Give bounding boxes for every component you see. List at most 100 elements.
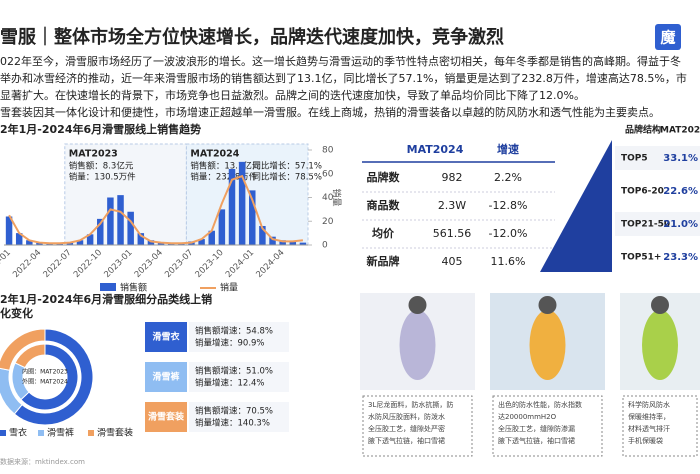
segment-panel	[189, 322, 289, 352]
chart-subtitle: 化变化	[0, 306, 33, 320]
product-desc: 全压胶工艺，缝隙防渗漏	[498, 424, 575, 433]
segment-panel	[189, 362, 289, 392]
logo-box	[655, 24, 681, 50]
product-desc: 水防风压胶面料，防泼水	[368, 412, 445, 421]
legend-swatch	[0, 430, 6, 436]
table-cell: 561.56	[433, 227, 472, 240]
annotation-title: MAT2023	[69, 149, 118, 160]
ring-label: 内圈：MAT2023	[22, 368, 68, 376]
bar	[178, 243, 185, 245]
product-head	[408, 296, 427, 314]
product-desc-box	[492, 395, 603, 457]
bar	[259, 226, 266, 245]
paragraph-line: 举办和冰雪经济的推动，近一年来滑雪服市场的销售额达到了13.1亿，同比增长了57…	[0, 71, 687, 85]
product-desc: 全压胶工艺，缝隙处严密	[368, 424, 445, 433]
legend-label: 滑雪裤	[47, 427, 74, 439]
donut-slice	[14, 343, 46, 369]
bar	[299, 242, 307, 245]
table-cell: 982	[442, 171, 463, 184]
bar	[249, 190, 256, 245]
pyramid-subtitle: MAT2024	[660, 126, 700, 136]
footer: 数据来源：mktindex.com	[0, 457, 85, 466]
table-cell: -12.0%	[489, 227, 528, 240]
paragraph-line: 022年至今，滑雪服市场经历了一波波浪形的增长。这一增长趋势与滑雪运动的季节性特…	[0, 54, 681, 68]
pyramid-title: 品牌结构	[625, 124, 661, 136]
pyramid-value: 22.6%	[663, 186, 698, 197]
legend-swatch	[38, 430, 44, 436]
table-cell: 商品数	[367, 198, 401, 212]
annotation-title: MAT2024	[190, 149, 239, 160]
y2-tick-label: 80	[322, 146, 334, 156]
legend-label: 销售额	[120, 282, 147, 294]
pyramid-row	[615, 212, 700, 236]
bar	[36, 242, 43, 245]
table-header: MAT2024	[407, 143, 464, 156]
table-cell: 新品牌	[367, 254, 400, 268]
chart-title: 2年1月-2024年6月滑雪服线上销售趋势	[0, 122, 201, 136]
table-cell: 均价	[372, 226, 395, 240]
product-desc: 手机保暖袋	[628, 436, 663, 445]
donut-slice	[20, 343, 79, 411]
bar	[117, 195, 124, 245]
bar	[228, 169, 236, 245]
y2-tick-label: 40	[322, 193, 334, 203]
ring-label: 外圈：MAT2024	[22, 378, 68, 386]
chart-title: 2年1月-2024年6月滑雪服细分品类线上销	[0, 292, 212, 306]
legend-label: 雪衣	[9, 427, 27, 439]
table-cell: 2.2%	[494, 171, 522, 184]
mat-zone	[64, 143, 187, 246]
table-cell: 11.6%	[491, 255, 526, 268]
bar	[147, 240, 155, 245]
y2-tick-label: 0	[322, 241, 328, 251]
product-desc: 腋下透气拉链，袖口雪裙	[368, 436, 445, 445]
bar	[97, 218, 104, 245]
bar	[218, 209, 226, 245]
segment-panel	[189, 402, 289, 432]
product-head	[538, 296, 557, 314]
segment-name: 滑雪衣	[152, 331, 179, 343]
bar	[76, 240, 84, 245]
legend-swatch	[100, 283, 116, 291]
bar	[107, 197, 114, 245]
segment-line: 销量增速：140.3%	[195, 418, 270, 429]
segment-line: 销售额增速：54.8%	[195, 326, 273, 337]
table-cell: 405	[442, 255, 463, 268]
pyramid-row	[615, 245, 700, 269]
product-desc: 材料透气排汗	[628, 424, 670, 433]
pyramid	[540, 140, 612, 272]
pyramid-label: TOP21-50	[621, 220, 670, 230]
annotation-line: 销量：130.5万件	[69, 172, 136, 183]
segment-box	[145, 362, 187, 392]
pyramid-value: 23.3%	[663, 252, 698, 263]
product-desc: 达20000mmH2O	[498, 412, 557, 421]
table-header: 增速	[497, 142, 519, 156]
pyramid-row	[615, 179, 700, 203]
annotation-line: 同比增长：78.5%	[252, 172, 322, 183]
pyramid-row	[615, 146, 700, 170]
y2-tick-label: 20	[322, 217, 334, 227]
legend-label: 滑雪套装	[97, 427, 133, 439]
segment-line: 销售额增速：51.0%	[195, 366, 273, 377]
bar	[86, 234, 94, 245]
bar	[127, 211, 134, 245]
pyramid-value: 21.0%	[663, 219, 698, 230]
y2-axis-label: 销量	[331, 188, 343, 206]
paragraph-line: 显著扩大。在快速增长的背景下，市场竞争也日益激烈。品牌之间的迭代速度加快，导致了…	[0, 88, 585, 102]
segment-box	[145, 402, 187, 432]
product-desc: 腋下透气拉链，袖口雪裙	[498, 436, 575, 445]
bar	[56, 243, 63, 245]
product-desc-box	[362, 395, 473, 457]
pyramid-label: TOP6-20	[621, 187, 664, 197]
bar	[157, 242, 165, 245]
logo: 魔	[660, 29, 675, 47]
segment-name: 滑雪套装	[148, 411, 185, 423]
table-cell: 品牌数	[367, 170, 401, 184]
product-desc: 3L尼龙面料，防水抗撕，防	[368, 400, 453, 409]
title: 雪服｜整体市场全方位快速增长，品牌迭代速度加快，竞争激烈	[0, 26, 504, 48]
bar	[279, 240, 286, 245]
table-cell: -12.8%	[489, 199, 528, 212]
product-head	[651, 296, 669, 314]
bar	[15, 233, 23, 245]
product-figure	[399, 310, 436, 380]
